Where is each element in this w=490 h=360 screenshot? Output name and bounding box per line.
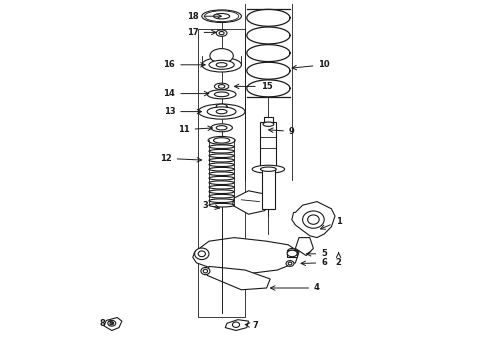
Ellipse shape (216, 109, 227, 114)
Ellipse shape (216, 30, 227, 36)
Ellipse shape (290, 250, 294, 254)
Text: 15: 15 (235, 82, 272, 91)
Text: 5: 5 (306, 249, 327, 258)
Ellipse shape (110, 322, 114, 325)
Ellipse shape (219, 85, 225, 88)
Ellipse shape (215, 92, 229, 96)
Ellipse shape (215, 83, 229, 90)
Ellipse shape (209, 158, 234, 162)
Ellipse shape (198, 104, 245, 119)
Bar (261, 122, 276, 169)
Polygon shape (104, 318, 122, 330)
Text: 11: 11 (178, 125, 212, 134)
Text: 4: 4 (270, 284, 320, 292)
Ellipse shape (201, 267, 210, 275)
Polygon shape (292, 202, 335, 238)
Polygon shape (193, 238, 299, 274)
Ellipse shape (211, 124, 232, 132)
Ellipse shape (263, 122, 274, 126)
Ellipse shape (219, 31, 224, 35)
Text: 8: 8 (100, 320, 113, 328)
Ellipse shape (209, 172, 234, 176)
Ellipse shape (207, 90, 236, 99)
Ellipse shape (209, 163, 234, 166)
Ellipse shape (286, 261, 294, 266)
Ellipse shape (209, 203, 234, 207)
Text: 17: 17 (187, 28, 216, 37)
Ellipse shape (216, 63, 227, 67)
Bar (198, 29, 245, 317)
Ellipse shape (303, 211, 324, 228)
Ellipse shape (209, 60, 234, 69)
Text: 3: 3 (202, 201, 220, 210)
Text: 12: 12 (160, 154, 201, 163)
Polygon shape (225, 320, 248, 330)
Ellipse shape (207, 107, 236, 116)
Ellipse shape (210, 49, 233, 63)
Ellipse shape (252, 165, 285, 173)
Ellipse shape (209, 194, 234, 198)
Ellipse shape (288, 262, 292, 265)
Ellipse shape (209, 181, 234, 184)
Bar (287, 250, 297, 257)
Bar (262, 169, 275, 209)
Text: 10: 10 (292, 60, 330, 70)
Ellipse shape (209, 154, 234, 158)
Text: 14: 14 (164, 89, 209, 98)
Ellipse shape (216, 104, 227, 108)
Ellipse shape (308, 215, 319, 224)
Ellipse shape (209, 167, 234, 171)
Ellipse shape (203, 269, 208, 273)
Text: 2: 2 (336, 253, 342, 267)
Polygon shape (232, 191, 270, 214)
Text: 6: 6 (301, 258, 327, 267)
Polygon shape (295, 238, 314, 256)
Ellipse shape (209, 185, 234, 189)
Ellipse shape (202, 58, 242, 72)
Polygon shape (207, 266, 270, 290)
Ellipse shape (198, 251, 205, 257)
Ellipse shape (261, 167, 276, 171)
Ellipse shape (108, 320, 116, 326)
Ellipse shape (208, 136, 235, 144)
Ellipse shape (209, 145, 234, 148)
Ellipse shape (209, 176, 234, 180)
Ellipse shape (195, 248, 209, 260)
Text: 1: 1 (320, 217, 342, 229)
Text: 18: 18 (187, 12, 221, 21)
Ellipse shape (288, 248, 296, 256)
Ellipse shape (232, 322, 240, 328)
Text: 16: 16 (164, 60, 205, 69)
Ellipse shape (209, 149, 234, 153)
Text: 9: 9 (269, 127, 294, 136)
Ellipse shape (202, 10, 242, 22)
Ellipse shape (287, 250, 297, 257)
Ellipse shape (209, 190, 234, 194)
Bar (264, 117, 273, 122)
Ellipse shape (209, 199, 234, 202)
Ellipse shape (216, 126, 227, 130)
Ellipse shape (214, 13, 230, 19)
Ellipse shape (214, 138, 230, 143)
Text: 13: 13 (164, 107, 201, 116)
Text: 7: 7 (245, 321, 259, 330)
